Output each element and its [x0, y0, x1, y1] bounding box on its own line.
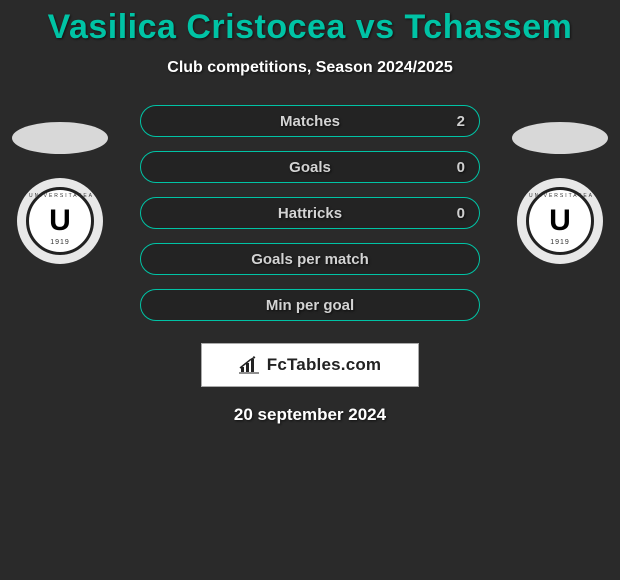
- club-right-initial: U: [549, 206, 571, 236]
- club-right-name: UNIVERSITATEA: [529, 193, 591, 199]
- source-badge-text: FcTables.com: [267, 355, 382, 375]
- club-left-year: 1919: [50, 239, 70, 246]
- stat-value-right: 0: [457, 205, 465, 222]
- stat-label: Matches: [280, 113, 340, 130]
- club-left-initial: U: [49, 206, 71, 236]
- club-logo-left: UNIVERSITATEA U 1919: [17, 178, 103, 264]
- stat-row-goals: Goals 0: [140, 151, 480, 183]
- stat-row-min-per-goal: Min per goal: [140, 289, 480, 321]
- date-text: 20 september 2024: [0, 405, 620, 425]
- club-logo-right: UNIVERSITATEA U 1919: [517, 178, 603, 264]
- stat-value-right: 0: [457, 159, 465, 176]
- page-title: Vasilica Cristocea vs Tchassem: [0, 8, 620, 47]
- stat-label: Goals per match: [251, 251, 369, 268]
- player-left-avatar: [12, 122, 108, 154]
- bar-chart-icon: [239, 356, 261, 374]
- page-subtitle: Club competitions, Season 2024/2025: [0, 59, 620, 77]
- stats-list: Matches 2 Goals 0 Hattricks 0 Goals per …: [140, 105, 480, 321]
- club-left-name: UNIVERSITATEA: [29, 193, 91, 199]
- player-right-avatar: [512, 122, 608, 154]
- club-right-year: 1919: [550, 239, 570, 246]
- stat-row-hattricks: Hattricks 0: [140, 197, 480, 229]
- stat-row-goals-per-match: Goals per match: [140, 243, 480, 275]
- stat-value-right: 2: [457, 113, 465, 130]
- stat-label: Min per goal: [266, 297, 354, 314]
- source-badge[interactable]: FcTables.com: [201, 343, 419, 387]
- stat-label: Goals: [289, 159, 331, 176]
- stat-label: Hattricks: [278, 205, 342, 222]
- stat-row-matches: Matches 2: [140, 105, 480, 137]
